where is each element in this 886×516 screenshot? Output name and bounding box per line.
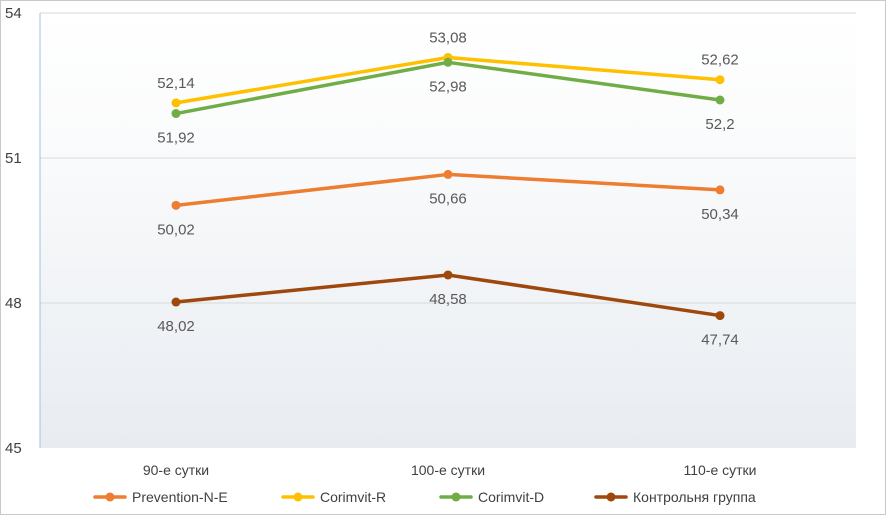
legend-label: Контрольня группа xyxy=(633,489,756,505)
x-tick-label: 90-е сутки xyxy=(143,462,209,478)
data-point xyxy=(171,109,181,119)
legend-marker xyxy=(451,492,461,502)
data-point xyxy=(715,185,725,195)
data-point xyxy=(443,270,453,280)
legend-marker xyxy=(293,492,303,502)
data-label: 53,08 xyxy=(429,29,467,46)
data-label: 50,02 xyxy=(157,221,195,238)
legend-label: Prevention-N-E xyxy=(132,489,228,505)
y-tick-label: 45 xyxy=(5,440,22,457)
series-group xyxy=(171,52,725,321)
legend-label: Corimvit-D xyxy=(478,489,544,505)
legend: Prevention-N-E Corimvit-R Corimvit-D Контро… xyxy=(93,489,756,505)
legend-marker xyxy=(105,492,115,502)
data-point xyxy=(171,200,181,210)
plot-area xyxy=(40,13,856,448)
data-label: 50,34 xyxy=(701,206,739,223)
data-point xyxy=(715,75,725,85)
data-label: 51,92 xyxy=(157,130,195,147)
data-labels: 50,02 50,66 50,34 52,14 53,08 52,62 51,92 52,98… xyxy=(157,29,739,348)
data-label: 48,58 xyxy=(429,291,467,308)
y-axis-ticks: 45 48 51 54 xyxy=(5,5,22,457)
x-tick-label: 110-е сутки xyxy=(683,462,756,478)
data-label: 52,14 xyxy=(157,75,195,92)
data-point xyxy=(443,169,453,179)
data-label: 50,66 xyxy=(429,190,467,207)
data-label: 47,74 xyxy=(701,332,739,349)
data-label: 52,98 xyxy=(429,78,467,95)
data-label: 52,62 xyxy=(701,52,739,69)
y-tick-label: 48 xyxy=(5,295,22,312)
y-tick-label: 51 xyxy=(5,150,22,167)
data-point xyxy=(715,95,725,105)
data-point xyxy=(171,297,181,307)
data-point xyxy=(443,57,453,67)
data-point xyxy=(171,98,181,108)
data-label: 48,02 xyxy=(157,318,195,335)
x-axis-ticks: 90-е сутки 100-е сутки 110-е сутки xyxy=(143,462,757,478)
y-tick-label: 54 xyxy=(5,5,22,22)
data-label: 52,2 xyxy=(705,116,734,133)
legend-label: Corimvit-R xyxy=(320,489,386,505)
data-point xyxy=(715,311,725,321)
legend-marker xyxy=(606,492,616,502)
x-tick-label: 100-е сутки xyxy=(411,462,485,478)
